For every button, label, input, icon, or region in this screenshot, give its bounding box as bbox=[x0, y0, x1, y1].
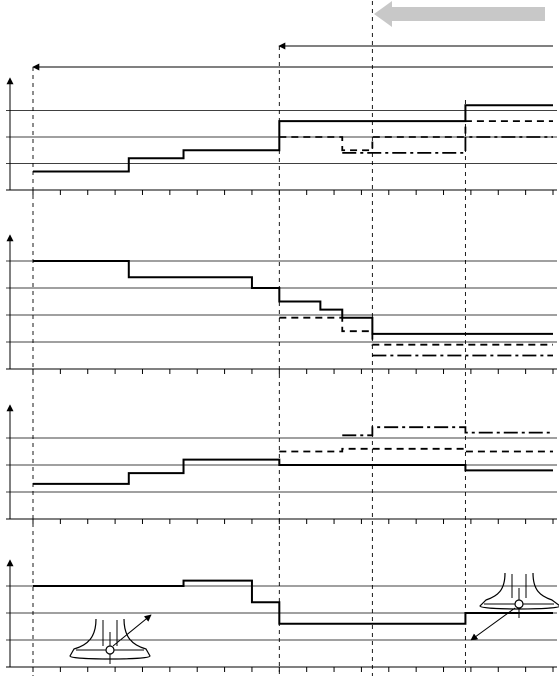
series-solid bbox=[33, 104, 553, 173]
series-dashed bbox=[279, 316, 553, 346]
panel-4 bbox=[6, 559, 557, 672]
panel-2 bbox=[6, 234, 557, 374]
tire-contact-icon-left bbox=[69, 614, 152, 664]
panel-1 bbox=[6, 77, 557, 195]
series-dash-dot bbox=[342, 426, 553, 437]
panel-3 bbox=[6, 404, 557, 524]
event-lines bbox=[32, 1, 466, 676]
series-dashed bbox=[279, 120, 553, 152]
series-solid bbox=[33, 579, 553, 625]
gray-direction-arrow bbox=[374, 1, 545, 27]
series-dashed bbox=[279, 447, 553, 453]
tire-contact-icon-right bbox=[470, 572, 559, 641]
top-arrows bbox=[32, 1, 553, 71]
series-solid bbox=[33, 458, 553, 485]
series-solid bbox=[33, 260, 553, 335]
series-dash-dot bbox=[342, 136, 553, 154]
